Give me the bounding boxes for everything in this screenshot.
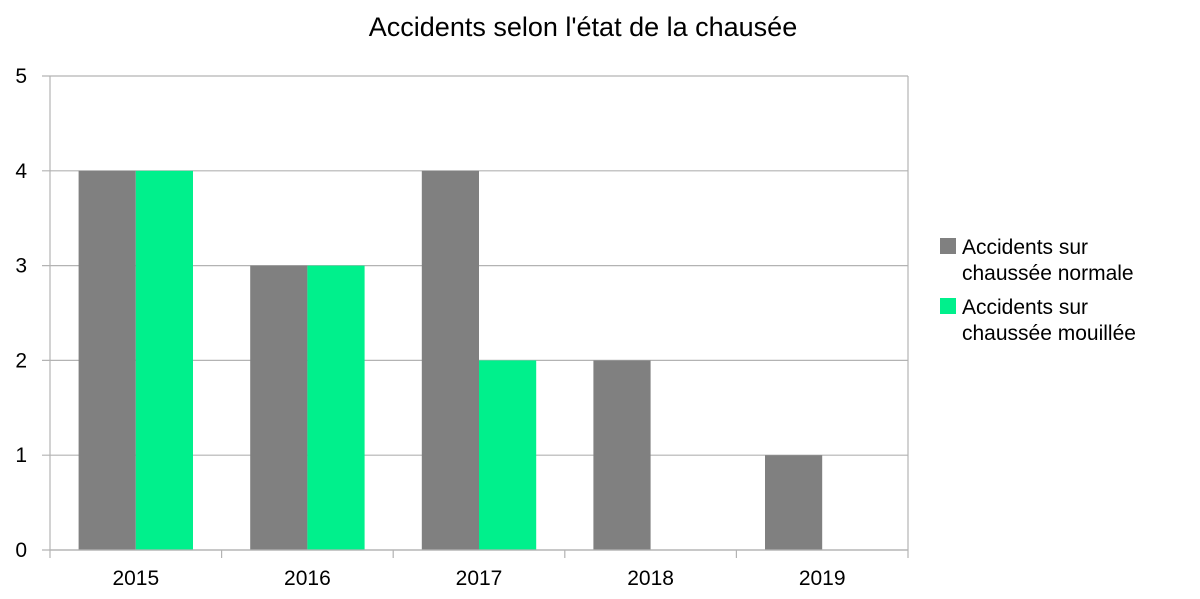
- legend-swatch: [940, 298, 956, 314]
- y-tick-label: 1: [15, 444, 27, 467]
- chart-title: Accidents selon l'état de la chausée: [369, 12, 797, 42]
- legend-swatch: [940, 238, 956, 254]
- bar-series-0-2018: [593, 360, 651, 550]
- bars-layer: [78, 170, 823, 551]
- y-tick-label: 0: [15, 539, 27, 562]
- y-tick-label: 3: [15, 255, 27, 278]
- legend-label: Accidents sur chaussée mouillée: [962, 296, 1136, 345]
- bar-series-0-2017: [421, 170, 479, 551]
- bar-series-1-2017: [479, 360, 537, 550]
- legend-item-1: Accidents sur chaussée mouillée: [940, 296, 1136, 345]
- axis-layer: [49, 76, 909, 558]
- bar-series-1-2015: [135, 170, 193, 551]
- legend: Accidents sur chaussée normale Accidents s…: [940, 236, 1136, 345]
- x-axis-tick-labels: 2015 2016 2017 2018 2019: [112, 567, 845, 590]
- y-tick-label: 4: [15, 160, 27, 183]
- x-tick-label: 2015: [112, 567, 159, 590]
- x-tick-label: 2018: [627, 567, 674, 590]
- bar-series-0-2019: [765, 455, 823, 550]
- legend-label: Accidents sur chaussée normale: [962, 236, 1134, 285]
- x-tick-label: 2016: [284, 567, 331, 590]
- bar-series-0-2016: [250, 265, 308, 550]
- x-tick-label: 2019: [799, 567, 846, 590]
- y-tick-label: 2: [15, 349, 27, 372]
- y-tick-label: 5: [15, 65, 27, 88]
- bar-series-1-2016: [307, 265, 365, 550]
- bar-series-0-2015: [78, 170, 136, 551]
- y-axis-tick-labels: 0 1 2 3 4 5: [15, 65, 27, 562]
- legend-item-0: Accidents sur chaussée normale: [940, 236, 1134, 285]
- x-tick-label: 2017: [456, 567, 503, 590]
